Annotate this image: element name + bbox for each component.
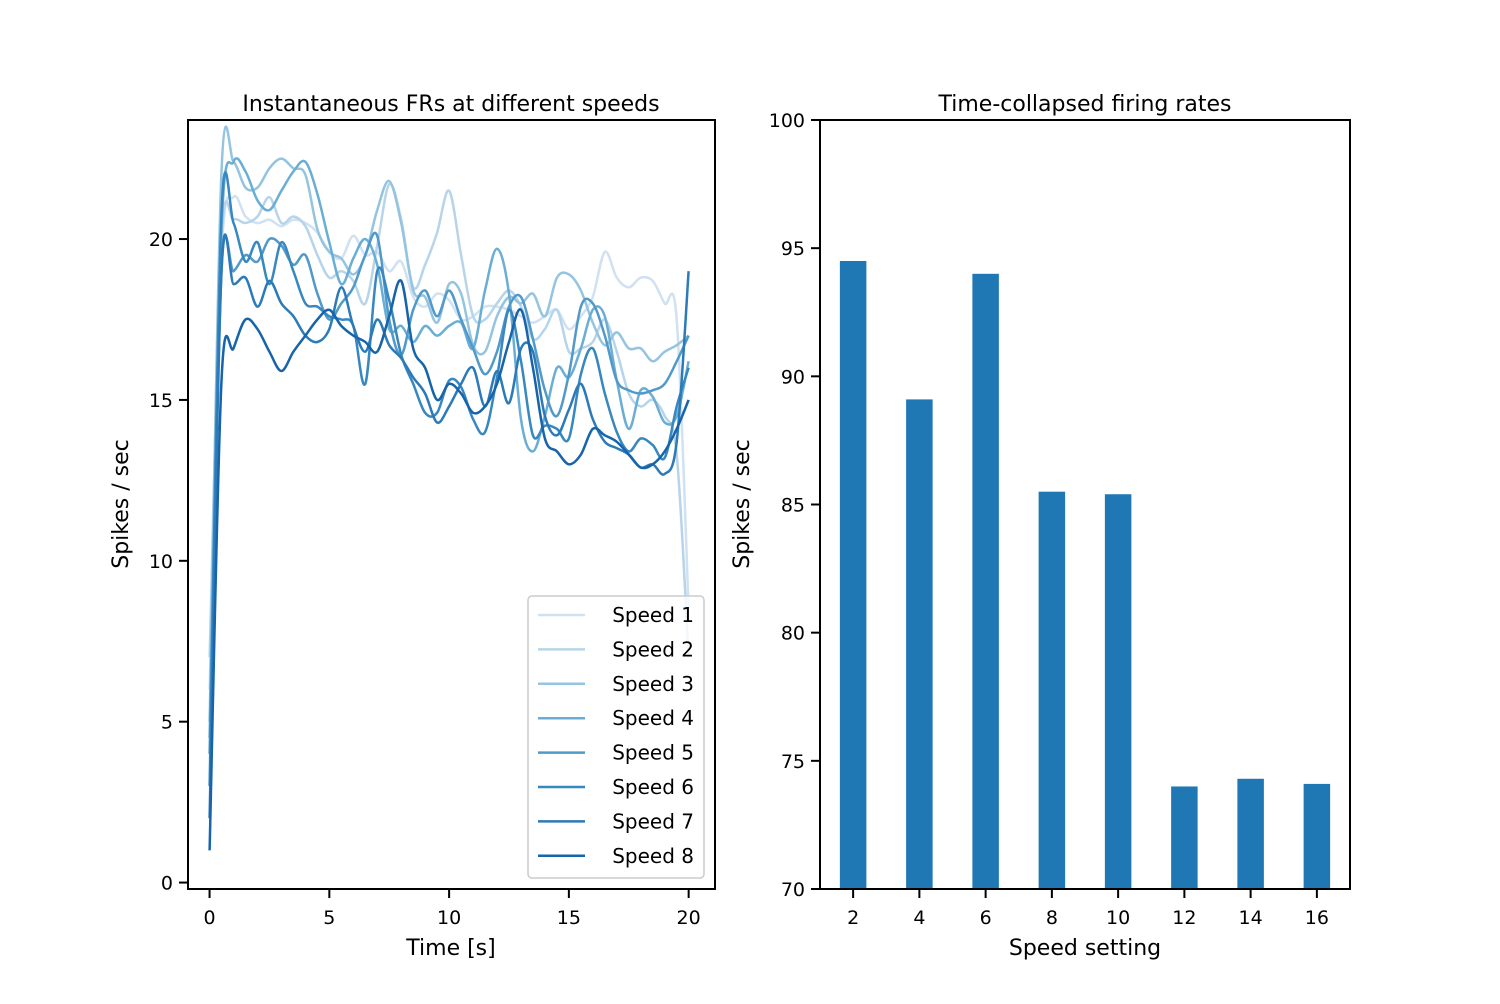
y-tick-label: 75	[781, 751, 805, 773]
line-chart-series-group	[208, 125, 690, 851]
legend: Speed 1 Speed 2 Speed 3 Speed 4 Speed 5 Speed…	[527, 595, 705, 879]
x-tick-label: 10	[1106, 907, 1130, 929]
y-tick-label: 100	[769, 110, 805, 132]
bar-chart-xlabel: Speed setting	[1009, 936, 1161, 961]
x-tick-label: 4	[913, 907, 925, 929]
line-chart-frame	[187, 119, 716, 890]
x-tick-label: 10	[437, 907, 461, 929]
line-chart-xlabel: Time [s]	[405, 936, 495, 961]
legend-label-speed-1: Speed 1	[612, 603, 694, 627]
legend-label-speed-5: Speed 5	[612, 741, 694, 765]
bar-chart-frame	[819, 119, 1351, 890]
series-line-speed-3	[208, 125, 690, 722]
series-line-speed-4	[208, 157, 690, 738]
y-tick-label: 70	[781, 879, 805, 901]
bar-speed-4	[906, 399, 933, 889]
legend-items: Speed 1 Speed 2 Speed 3 Speed 4 Speed 5 Speed…	[538, 603, 694, 868]
legend-label-speed-7: Speed 7	[612, 809, 694, 833]
series-line-speed-5	[208, 231, 690, 754]
y-tick-label: 20	[149, 229, 173, 251]
series-line-speed-8	[208, 279, 690, 851]
y-tick-label: 95	[781, 238, 805, 260]
bar-speed-6	[972, 273, 999, 889]
legend-label-speed-4: Speed 4	[612, 706, 694, 730]
x-tick-label: 14	[1239, 907, 1263, 929]
x-tick-label: 0	[204, 907, 216, 929]
y-tick-label: 85	[781, 495, 805, 517]
bar-chart-ticks: 2 4 6 8 10 12 14 16 70 75 80 85 90 95 100	[769, 110, 1329, 929]
series-line-speed-1	[208, 194, 690, 690]
line-chart-title: Instantaneous FRs at different speeds	[242, 92, 659, 117]
bar-speed-12	[1171, 786, 1198, 889]
bar-chart-bars	[839, 260, 1331, 889]
y-tick-label: 15	[149, 390, 173, 412]
x-tick-label: 2	[847, 907, 859, 929]
x-tick-label: 15	[557, 907, 581, 929]
bar-speed-8	[1038, 491, 1066, 889]
bar-speed-10	[1104, 494, 1132, 889]
x-tick-label: 5	[323, 907, 335, 929]
bar-speed-2	[839, 260, 867, 889]
bar-speed-16	[1303, 783, 1331, 889]
series-line-speed-6	[208, 171, 690, 787]
line-chart-panel: Instantaneous FRs at different speeds Ti…	[109, 92, 716, 961]
x-tick-label: 12	[1172, 907, 1196, 929]
line-chart-ticks: 0 5 10 15 20 0 5 10 15 20	[149, 229, 701, 929]
y-tick-label: 10	[149, 551, 173, 573]
series-line-speed-7	[208, 233, 690, 819]
bar-chart-title: Time-collapsed firing rates	[937, 92, 1231, 117]
x-tick-label: 20	[677, 907, 701, 929]
legend-label-speed-2: Speed 2	[612, 637, 694, 661]
legend-label-speed-6: Speed 6	[612, 775, 694, 799]
y-tick-label: 90	[781, 366, 805, 388]
y-tick-label: 80	[781, 623, 805, 645]
bar-chart-ylabel: Spikes / sec	[730, 439, 755, 569]
legend-label-speed-3: Speed 3	[612, 672, 694, 696]
line-chart-ylabel: Spikes / sec	[109, 439, 134, 569]
legend-box	[527, 595, 705, 879]
x-tick-label: 8	[1046, 907, 1058, 929]
x-tick-label: 16	[1305, 907, 1329, 929]
bar-speed-14	[1237, 778, 1264, 889]
y-tick-label: 5	[161, 712, 173, 734]
legend-label-speed-8: Speed 8	[612, 844, 694, 868]
bar-chart-panel: Time-collapsed firing rates Speed settin…	[730, 92, 1351, 961]
x-tick-label: 6	[980, 907, 992, 929]
y-tick-label: 0	[161, 873, 173, 895]
